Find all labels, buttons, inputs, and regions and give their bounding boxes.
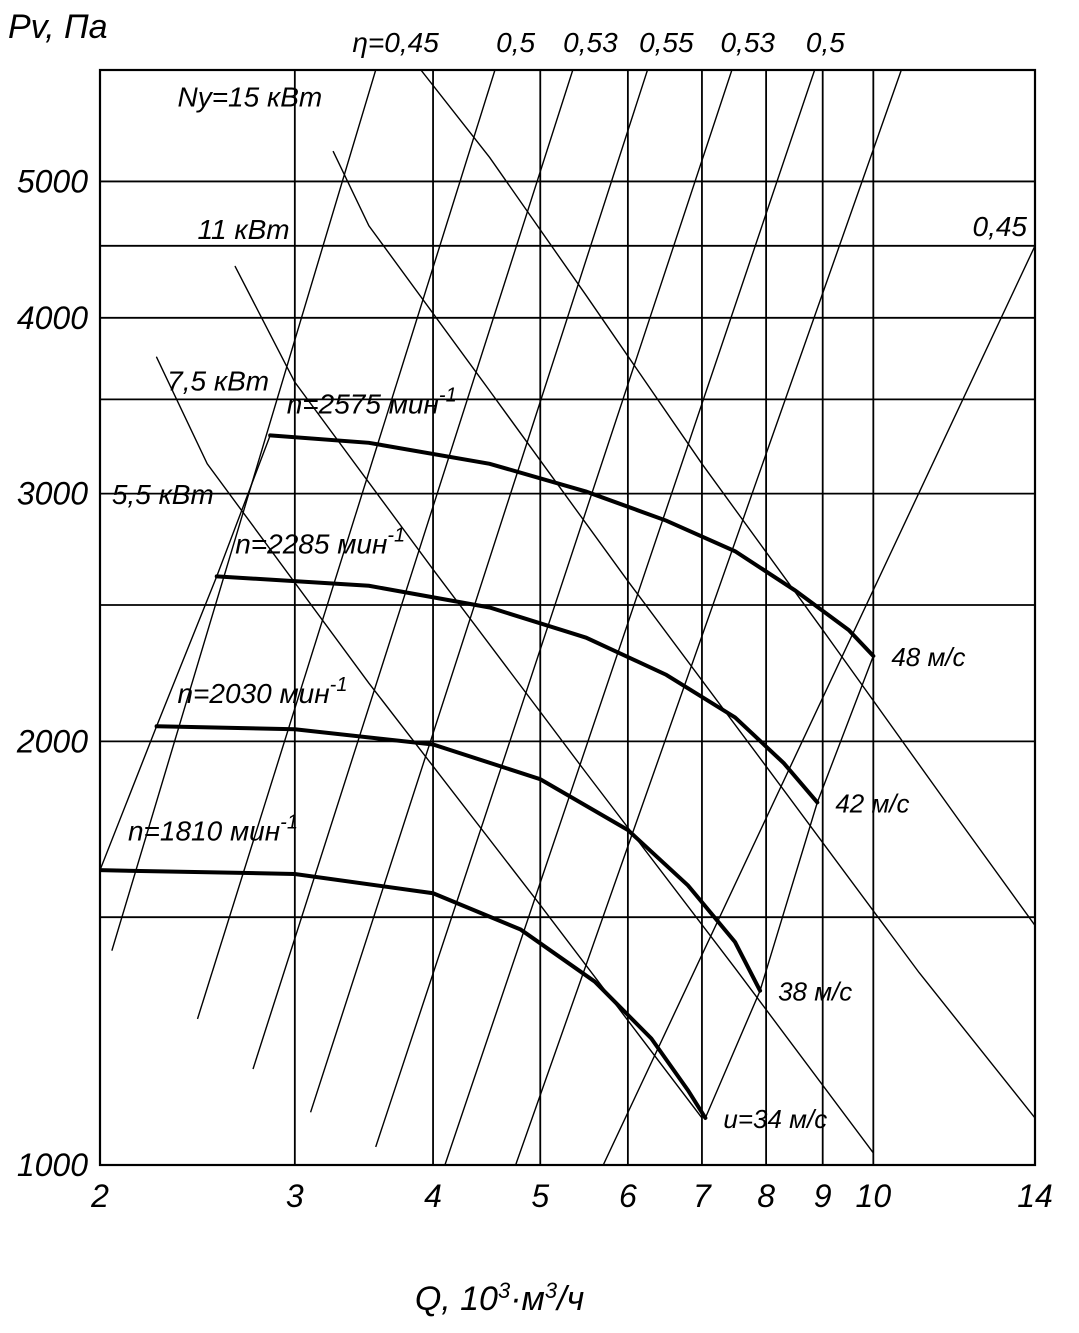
svg-text:Pv, Па: Pv, Па	[8, 8, 108, 46]
svg-text:8: 8	[757, 1178, 775, 1214]
svg-text:3: 3	[286, 1178, 304, 1214]
svg-text:7,5 кВт: 7,5 кВт	[167, 366, 269, 397]
svg-text:9: 9	[814, 1178, 832, 1214]
svg-text:n=2285 мин-1: n=2285 мин-1	[235, 524, 405, 559]
svg-text:5,5 кВт: 5,5 кВт	[112, 479, 214, 510]
svg-text:0,45: 0,45	[973, 211, 1028, 242]
svg-text:0,55: 0,55	[639, 27, 694, 58]
fan-performance-chart: Pv, ПаQ, 103·м3/ч10002000300040005000234…	[0, 0, 1079, 1328]
svg-text:48 м/с: 48 м/с	[891, 642, 965, 672]
svg-text:14: 14	[1017, 1178, 1053, 1214]
svg-text:7: 7	[693, 1178, 712, 1214]
svg-text:0,5: 0,5	[806, 27, 845, 58]
svg-text:6: 6	[619, 1178, 637, 1214]
svg-text:4: 4	[424, 1178, 442, 1214]
svg-text:11 кВт: 11 кВт	[198, 214, 290, 245]
svg-text:3000: 3000	[17, 476, 88, 512]
svg-text:η=0,45: η=0,45	[352, 27, 439, 58]
svg-text:0,5: 0,5	[496, 27, 535, 58]
svg-text:42 м/с: 42 м/с	[835, 788, 909, 818]
svg-text:n=2030 мин-1: n=2030 мин-1	[177, 674, 347, 709]
svg-text:5: 5	[531, 1178, 549, 1214]
svg-text:10: 10	[856, 1178, 892, 1214]
svg-text:2: 2	[90, 1178, 109, 1214]
svg-text:0,53: 0,53	[720, 27, 775, 58]
svg-text:Nу=15 кВт: Nу=15 кВт	[177, 82, 322, 113]
svg-text:2000: 2000	[16, 723, 88, 759]
svg-text:1000: 1000	[17, 1147, 88, 1183]
svg-text:u=34 м/с: u=34 м/с	[723, 1104, 827, 1134]
svg-text:4000: 4000	[17, 300, 88, 336]
svg-text:n=1810 мин-1: n=1810 мин-1	[128, 812, 298, 847]
svg-text:38 м/с: 38 м/с	[778, 977, 852, 1007]
svg-text:5000: 5000	[17, 163, 88, 199]
svg-text:n=2575 мин-1: n=2575 мин-1	[287, 385, 457, 420]
svg-text:0,53: 0,53	[563, 27, 618, 58]
